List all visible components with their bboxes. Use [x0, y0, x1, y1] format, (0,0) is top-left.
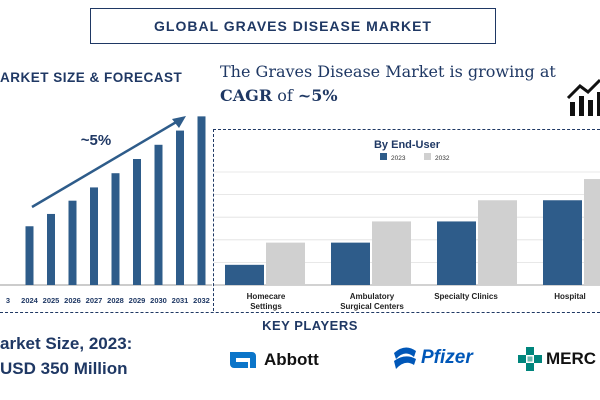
end-user-bar — [543, 200, 582, 285]
end-user-bar — [331, 242, 370, 285]
forecast-cagr-annotation: ~5% — [81, 132, 111, 149]
company-merck: MERC — [518, 347, 596, 371]
end-user-bar-chart: By End-User 2023 2032 Homecare Settings Ambul… — [214, 139, 600, 311]
cagr-word: CAGR — [220, 86, 273, 105]
forecast-bar — [90, 187, 98, 285]
market-size-label: arket Size, 2023: — [0, 334, 133, 353]
end-user-bar — [225, 264, 264, 285]
forecast-bar — [154, 144, 163, 285]
end-user-bar — [437, 221, 476, 285]
end-user-panel-border — [213, 129, 600, 311]
end-user-bar — [266, 242, 305, 285]
end-user-chart-title: By End-User — [374, 139, 441, 151]
merck-logo-icon — [518, 347, 542, 371]
growth-chart-icon — [566, 78, 600, 116]
forecast-bar — [25, 226, 34, 285]
cagr-value: ~5% — [297, 86, 338, 105]
forecast-tick-label: 2029 — [129, 296, 146, 305]
page-title: GLOBAL GRAVES DISEASE MARKET — [154, 18, 432, 34]
pfizer-name: Pfizer — [421, 347, 473, 368]
headline-line1: The Graves Disease Market is growing at — [220, 62, 556, 81]
forecast-bar-chart: 3 2024 2025 2026 2027 2028 2029 2030 2031 2032 ~5% — [0, 116, 212, 305]
company-abbott: Abbott — [228, 350, 319, 370]
forecast-bar — [133, 159, 141, 285]
forecast-tick-label: 2024 — [21, 296, 39, 305]
forecast-tick-label: 2031 — [172, 296, 189, 305]
section-divider — [0, 312, 600, 313]
forecast-bar — [111, 173, 120, 285]
headline-line2: CAGR of ~5% — [220, 84, 560, 108]
abbott-name: Abbott — [264, 350, 319, 369]
legend-swatch — [380, 153, 387, 160]
market-size-value: USD 350 Million — [0, 359, 128, 378]
forecast-bar — [197, 116, 206, 285]
forecast-bar — [47, 213, 55, 285]
forecast-bar — [176, 130, 184, 285]
end-user-tick-label: Ambulatory Surgical Centers — [340, 292, 404, 311]
cagr-headline: The Graves Disease Market is growing at … — [220, 60, 560, 108]
growth-arrow-icon — [31, 116, 186, 209]
end-user-tick-label: Hospital — [554, 292, 586, 301]
merck-name: MERC — [546, 349, 597, 368]
legend-label: 2023 — [391, 155, 406, 162]
legend-swatch — [424, 153, 431, 160]
forecast-tick-label: 2025 — [43, 296, 60, 305]
forecast-bar — [68, 200, 77, 285]
abbott-logo-icon — [230, 352, 256, 368]
end-user-bar — [478, 200, 517, 285]
end-user-tick-label: Homecare Settings — [247, 292, 286, 311]
forecast-tick-label: 2027 — [86, 296, 103, 305]
key-players-heading: KEY PLAYERS — [262, 318, 358, 333]
forecast-tick-label: 2028 — [107, 296, 124, 305]
of-word: of — [272, 86, 298, 105]
pfizer-logo-icon — [394, 347, 416, 369]
forecast-tick-label: 3 — [6, 296, 10, 305]
forecast-heading: ARKET SIZE & FORECAST — [0, 70, 183, 85]
end-user-bar — [372, 221, 411, 285]
forecast-tick-label: 2026 — [64, 296, 81, 305]
end-user-bar — [584, 179, 600, 285]
company-pfizer: Pfizer — [392, 343, 473, 373]
legend-label: 2032 — [435, 155, 450, 162]
title-banner: GLOBAL GRAVES DISEASE MARKET — [90, 8, 496, 44]
end-user-tick-label: Specialty Clinics — [434, 292, 498, 301]
forecast-tick-label: 2032 — [193, 296, 210, 305]
forecast-tick-label: 2030 — [150, 296, 167, 305]
